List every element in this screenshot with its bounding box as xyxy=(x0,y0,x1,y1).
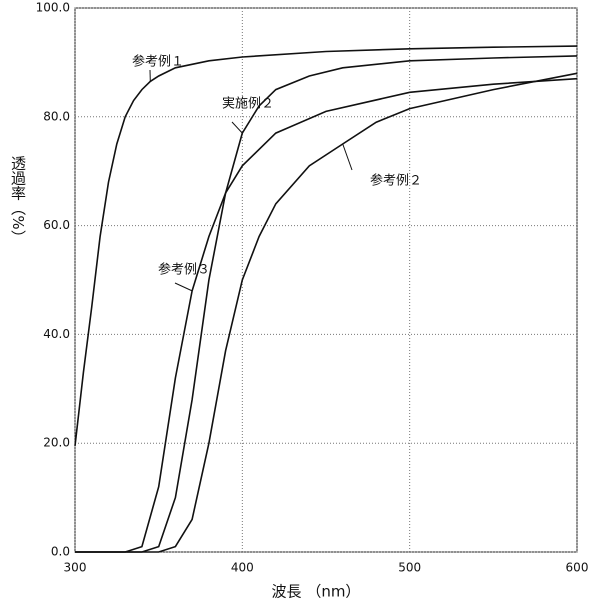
annotation-leader xyxy=(175,283,192,291)
series-line xyxy=(75,73,577,552)
series-label: 参考例１ xyxy=(132,54,184,70)
x-tick-label: 500 xyxy=(398,561,421,575)
annotation-leader xyxy=(232,122,242,133)
y-tick-label: 20.0 xyxy=(43,436,70,450)
y-tick-label: 40.0 xyxy=(43,327,70,341)
series-label: 参考例３ xyxy=(158,262,210,278)
y-tick-label: 60.0 xyxy=(43,218,70,232)
series-line xyxy=(75,56,577,552)
x-tick-label: 300 xyxy=(64,561,87,575)
series-label: 参考例２ xyxy=(370,173,422,189)
plot-frame xyxy=(75,8,577,552)
y-tick-label: 100.0 xyxy=(36,1,70,15)
series-line xyxy=(75,46,577,446)
x-axis-label: 波長 （nm） xyxy=(272,583,361,601)
y-tick-label: 80.0 xyxy=(43,109,70,123)
y-tick-label: 0.0 xyxy=(51,545,70,559)
y-axis-label: 透過率（%） xyxy=(9,155,27,244)
x-tick-label: 400 xyxy=(231,561,254,575)
annotation-leader xyxy=(343,144,352,170)
x-tick-label: 600 xyxy=(566,561,589,575)
series-line xyxy=(75,79,577,552)
series-label: 実施例２ xyxy=(222,96,274,112)
